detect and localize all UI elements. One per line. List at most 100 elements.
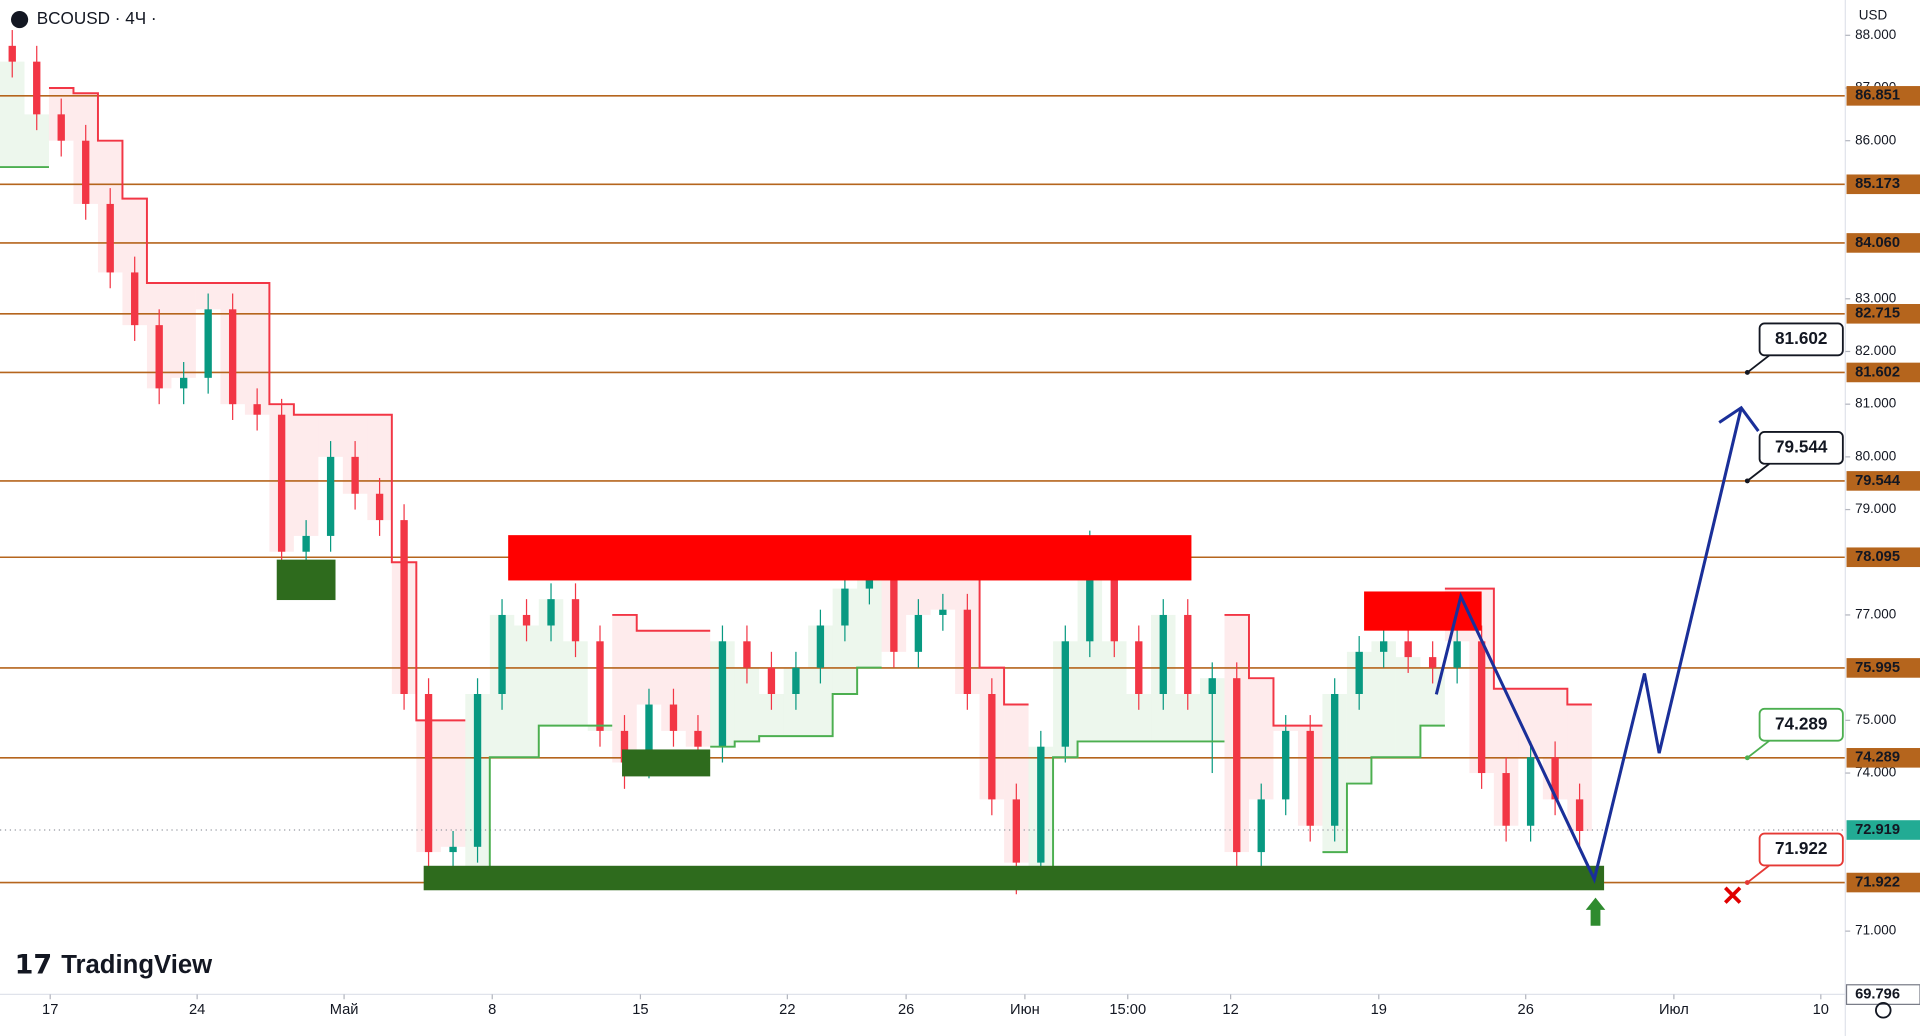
candle-body [1575,799,1584,832]
trend-fill [293,414,319,536]
candle-body [253,404,261,415]
y-tick-label: 71.000 [1855,923,1896,938]
candle-body [1502,773,1510,826]
x-tick-label: 15:00 [1109,1002,1146,1018]
bottom-price-label: 69.796 [1855,986,1900,1002]
candle-body [1086,572,1094,642]
callout-box [1758,832,1844,867]
trend-fill [514,625,539,758]
candle-body [669,704,678,731]
callout-pointer [1746,463,1770,482]
candle-body [620,730,629,763]
callout-label: 81.602 [1775,328,1827,348]
candle-body [180,377,188,389]
level-label-bg [1846,304,1920,324]
level-label-bg [1846,86,1920,106]
callout-box [1758,430,1844,465]
projection-arrowhead [1718,405,1760,432]
trend-fill [1102,641,1127,742]
candle-body [1282,730,1290,800]
currency[interactable]: USD [1859,7,1888,22]
last-price-label: 72.919 [1855,822,1900,838]
level-label-bg [1846,547,1920,568]
candle-body [914,614,923,652]
x-tick-label: 10 [1813,1002,1829,1018]
candle-body [1037,746,1045,863]
candle-body [1404,641,1412,658]
candle-body [963,609,972,694]
level-label: 79.544 [1855,473,1901,489]
candle-body [277,414,286,552]
candle-body [1380,641,1388,652]
y-tick-label: 83.000 [1855,290,1896,305]
candle-body [1110,572,1118,642]
candle-body [522,614,531,626]
callout-box [1758,322,1844,357]
candle-body [988,693,996,800]
candle-body [1012,799,1020,863]
level-label-bg [1846,174,1920,195]
candle-body [571,599,580,642]
logo: TradingView [61,951,213,979]
callout-anchor [1744,880,1750,885]
candle-body [792,667,800,694]
plot-area [0,30,1846,895]
callout-pointer [1746,354,1770,374]
candle-body [841,588,849,626]
level-label-bg [1846,233,1920,253]
candle-body [326,456,335,536]
candle-body [1331,693,1339,826]
symbol-icon [11,11,29,29]
callout-pointer [1746,739,1770,759]
candle-body [743,641,751,668]
candle-body [1551,757,1559,800]
level-label: 85.173 [1855,176,1900,192]
candle-body [1477,641,1486,774]
candle-body [1135,641,1143,694]
candle-body [498,614,506,694]
candle-body [694,730,702,747]
y-tick-label: 82.000 [1855,343,1896,358]
candle-body [718,641,727,747]
level-label: 82.715 [1855,306,1900,322]
x-tick-label: Июл [1659,1002,1689,1018]
callout-anchor [1744,370,1750,375]
candle-body [1428,657,1437,668]
trend-fill [1248,678,1274,800]
settings-button[interactable] [1875,1002,1892,1019]
y-tick-label: 74.000 [1855,765,1896,780]
level-label-bg [1846,748,1920,768]
callout-pointer [1746,864,1770,884]
x-tick-label: 19 [1371,1002,1387,1018]
candle-body [1233,678,1241,853]
candle-body [82,140,90,204]
level-label-bg [1846,471,1920,491]
level-label-bg [1846,658,1920,678]
level-label-bg [1846,362,1920,383]
candle-body [1208,678,1216,694]
support-zone [622,749,711,777]
candle-body [57,114,65,141]
callout-label: 71.922 [1775,838,1827,858]
candle-body [1061,641,1069,747]
resistance-zone [508,535,1192,581]
x-tick-label: 15 [632,1002,648,1018]
candle-body [33,61,41,115]
level-label: 84.060 [1855,235,1900,251]
x-tick-label: 12 [1222,1002,1238,1018]
candle-body [400,520,408,694]
x-tick-label: Май [330,1002,359,1018]
candle-body [1306,730,1314,826]
y-tick-label: 75.000 [1855,712,1896,727]
callout-box [1758,707,1844,742]
candle-body [131,272,139,326]
y-tick-label: 81.000 [1855,396,1896,411]
candle-body [939,609,947,615]
callout-label: 79.544 [1775,436,1828,456]
candle-body [106,203,114,273]
stop-mark [1724,886,1742,904]
level-label-bg [1846,872,1920,893]
candle-body [767,667,776,694]
